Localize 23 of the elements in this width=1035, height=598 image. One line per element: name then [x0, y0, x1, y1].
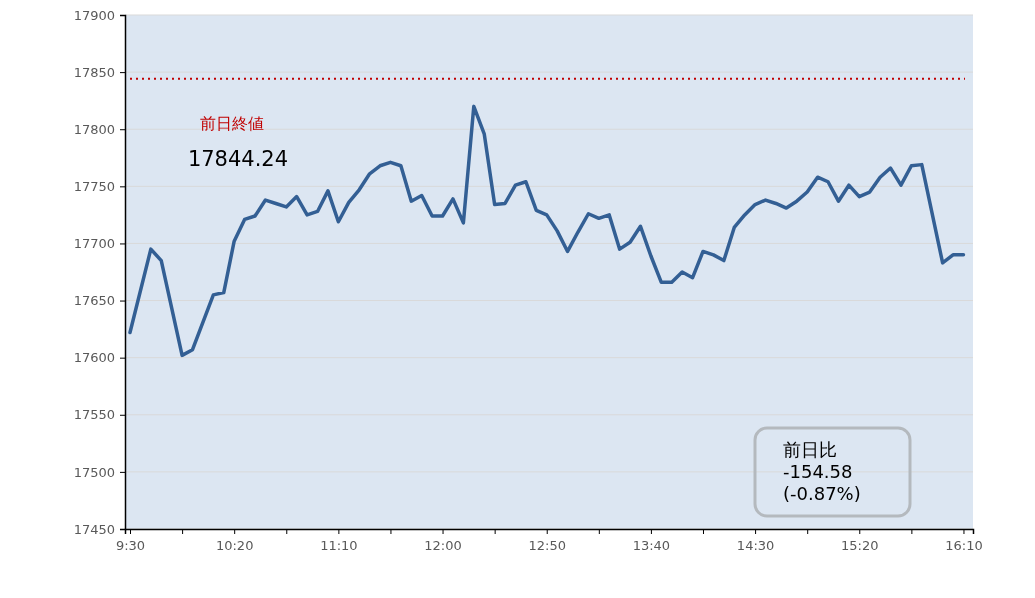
x-tick-label: 12:50	[528, 538, 566, 553]
annotation: 17844.24	[187, 147, 289, 171]
y-tick-label: 17800	[73, 121, 115, 137]
x-tick-label: 16:10	[945, 538, 983, 553]
x-tick-label: 14:30	[736, 538, 775, 553]
y-tick-label: 17550	[73, 407, 115, 423]
x-tick-label: 10:20	[215, 538, 254, 553]
x-tick-label: 15:20	[841, 538, 879, 553]
y-tick-label: 17450	[73, 521, 115, 537]
x-tick-label: 13:40	[632, 538, 671, 553]
y-tick-label: 17850	[73, 64, 115, 80]
y-tick-label: 17650	[73, 293, 115, 309]
x-tick-label: 12:00	[424, 538, 462, 553]
annotation: 前日比 -154.58 (-0.87%)	[783, 439, 861, 504]
x-tick-label: 11:10	[320, 538, 358, 553]
line-series	[128, 104, 966, 358]
y-tick-label: 17600	[73, 350, 115, 366]
y-tick-label: 17700	[73, 236, 115, 252]
ref-line-label: 前日終値	[200, 113, 264, 133]
y-tick-label: 17500	[73, 464, 115, 480]
y-tick-label: 17900	[73, 7, 115, 23]
y-tick-label: 17750	[73, 178, 115, 194]
x-tick-label: 9:30	[115, 538, 146, 553]
